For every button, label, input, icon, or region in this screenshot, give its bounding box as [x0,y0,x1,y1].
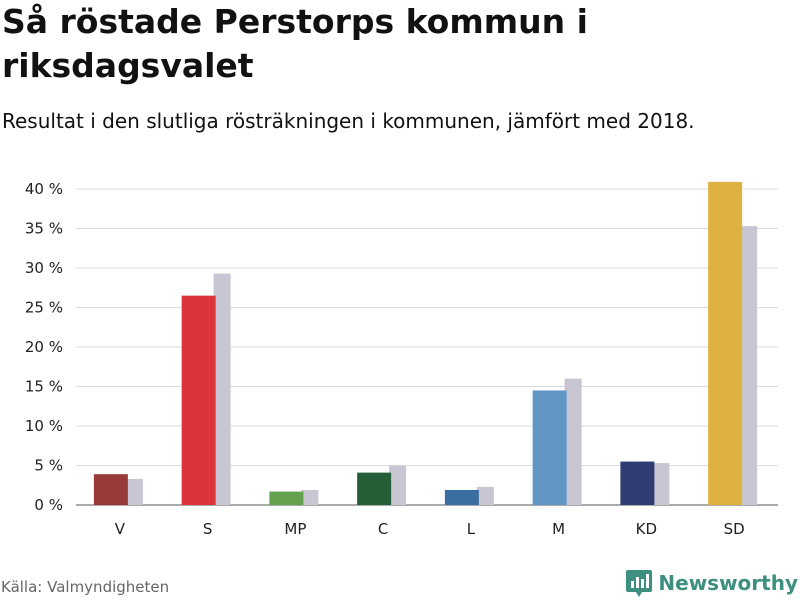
bar-2022-mp [269,491,304,505]
x-tick-label: L [467,520,476,538]
bar-2022-kd [620,461,655,505]
bar-2022-m [532,390,567,505]
chart-subtitle: Resultat i den slutliga rösträkningen i … [2,109,695,133]
y-tick-label: 10 % [25,417,63,435]
bar-2022-v [93,474,128,505]
bar-2018-s [213,273,231,505]
bar-2022-l [444,489,479,505]
x-tick-label: KD [636,520,657,538]
bar-2018-mp [301,489,319,505]
y-tick-label: 40 % [25,180,63,198]
bar-2022-c [357,472,392,505]
x-tick-label: S [203,520,213,538]
y-tick-label: 30 % [25,259,63,277]
gridlines [76,188,778,506]
x-tick-label: C [378,520,388,538]
y-tick-label: 5 % [34,457,63,475]
y-tick-label: 35 % [25,220,63,238]
bar-2018-l [476,486,494,505]
brand-name: Newsworthy [658,571,798,595]
bar-2022-s [181,295,216,505]
bar-2018-kd [652,463,670,505]
x-tick-label: M [552,520,565,538]
x-tick-label: SD [724,520,745,538]
bar-2018-v [125,478,143,505]
bar-2018-sd [740,226,758,505]
bar-2022-sd [708,181,743,505]
brand-logo: Newsworthy [625,568,798,598]
bar-2018-c [389,465,407,505]
x-tick-label: V [115,520,126,538]
axis-labels: 0 % 5 % 10 % 15 % 20 % 25 % 30 % 35 % 40 % V S MP C L… [25,180,745,538]
bars [93,181,758,505]
y-tick-label: 25 % [25,299,63,317]
y-tick-label: 0 % [34,496,63,514]
y-tick-label: 20 % [25,338,63,356]
bar-2018-m [564,378,582,505]
chart-title: Så röstade Perstorps kommun i riksdagsva… [2,2,588,85]
source-note: Källa: Valmyndigheten [1,578,170,596]
x-tick-label: MP [284,520,306,538]
y-tick-label: 15 % [25,378,63,396]
bar-chart-logo-icon [626,570,653,597]
